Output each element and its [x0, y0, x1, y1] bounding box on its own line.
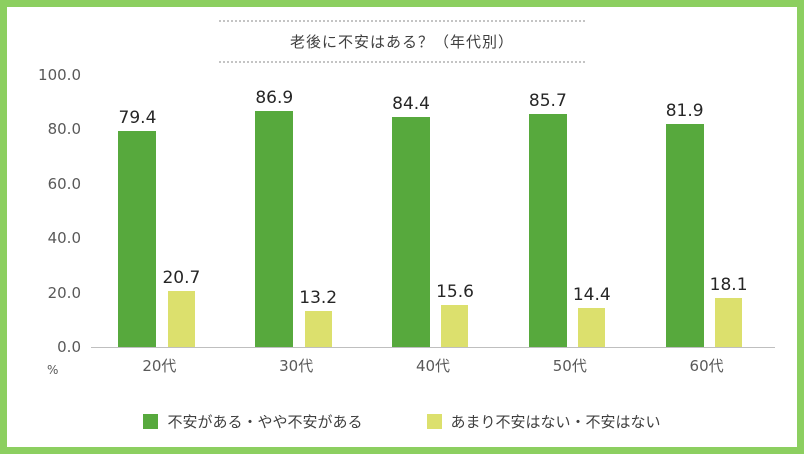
chart-title: 老後に不安はある？（年代別） [219, 20, 585, 63]
x-axis-label: 20代 [142, 357, 177, 375]
y-tick-label: 100.0 [38, 66, 81, 84]
x-axis-label: 60代 [689, 357, 724, 375]
legend-item: あまり不安はない・不安はない [426, 411, 661, 432]
bar-value-label: 79.4 [118, 108, 157, 129]
x-axis-label: 50代 [552, 357, 587, 375]
bar-value-label: 15.6 [436, 281, 474, 302]
bar-group: 86.9 13.2 [228, 75, 365, 347]
bar-series0-30代 [255, 110, 294, 347]
bar-series1-60代 [715, 297, 743, 347]
y-tick-label: 0.0 [57, 338, 81, 356]
bar-series0-60代 [665, 124, 704, 347]
x-axis-label: 30代 [279, 357, 314, 375]
legend-label: 不安がある・やや不安がある [167, 413, 363, 431]
bar-column: 85.7 [528, 90, 567, 347]
bar-value-label: 14.4 [572, 284, 611, 305]
x-axis-labels: 20代 30代 40代 50代 60代 [91, 355, 775, 376]
bar-group: 81.9 18.1 [638, 75, 775, 347]
bar-group: 85.7 14.4 [501, 75, 638, 347]
bar-value-label: 84.4 [392, 94, 430, 115]
y-tick-label: 60.0 [47, 174, 81, 193]
legend-swatch [143, 414, 159, 429]
bar-series0-50代 [528, 113, 567, 347]
bar-group: 84.4 15.6 [365, 75, 502, 347]
bar-group: 79.4 20.7 [91, 75, 228, 347]
legend-item: 不安がある・やや不安がある [143, 411, 363, 432]
bar-value-label: 18.1 [709, 274, 748, 295]
legend-label: あまり不安はない・不安はない [450, 413, 661, 431]
y-tick-label: 20.0 [47, 283, 81, 302]
bar-value-label: 20.7 [162, 267, 201, 288]
bar-column: 20.7 [162, 268, 200, 347]
bar-series1-50代 [578, 307, 606, 347]
plot-area: 79.4 20.7 86.9 13.2 84.4 15.6 85.7 14.4 81.9 18.1 [91, 75, 775, 348]
bar-column: 84.4 [392, 94, 431, 347]
bar-value-label: 81.9 [665, 101, 704, 122]
bar-value-label: 85.7 [528, 90, 567, 111]
y-axis-unit-label: % [47, 363, 59, 377]
bar-series0-40代 [392, 117, 431, 347]
legend-swatch [426, 414, 442, 429]
legend: 不安がある・やや不安がある あまり不安はない・不安はない [7, 411, 797, 432]
bar-column: 15.6 [436, 282, 474, 347]
y-tick-label: 80.0 [47, 120, 81, 139]
bar-column: 14.4 [573, 285, 611, 347]
y-axis: 0.0 20.0 40.0 60.0 80.0 100.0 [33, 66, 91, 356]
bar-series1-30代 [304, 311, 332, 347]
y-tick-label: 40.0 [47, 229, 81, 248]
bar-series0-20代 [118, 131, 157, 347]
bar-column: 13.2 [299, 288, 337, 347]
bar-series1-40代 [441, 304, 469, 347]
bar-column: 86.9 [255, 87, 294, 347]
bar-series1-20代 [167, 290, 195, 347]
bar-column: 18.1 [710, 275, 748, 347]
bar-value-label: 13.2 [299, 288, 338, 309]
bar-value-label: 86.9 [255, 87, 294, 108]
bar-column: 79.4 [118, 108, 157, 347]
chart-body: 0.0 20.0 40.0 60.0 80.0 100.0 79.4 20.7 86.9 13.… [33, 66, 775, 377]
bar-column: 81.9 [665, 101, 704, 347]
x-axis-label: 40代 [415, 357, 451, 375]
